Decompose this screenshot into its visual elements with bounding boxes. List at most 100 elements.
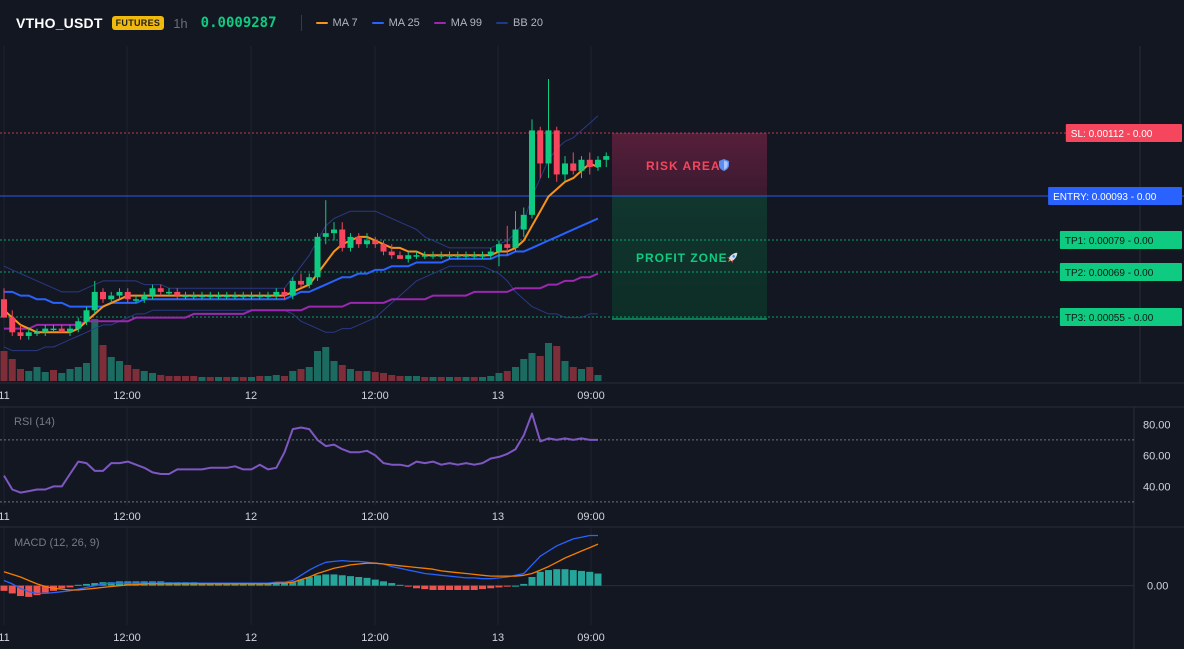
time-axis-label: 12 xyxy=(245,511,257,523)
macd-histogram-bar xyxy=(281,583,288,586)
macd-histogram-bar xyxy=(380,581,387,586)
candle-up xyxy=(273,291,280,296)
macd-histogram-bar xyxy=(347,576,354,586)
level-tag-text-entry: ENTRY: 0.00093 - 0.00 xyxy=(1053,192,1157,203)
time-axis-label: 11 xyxy=(0,511,10,523)
volume-bar xyxy=(512,367,519,381)
volume-layer xyxy=(0,319,602,381)
macd-histogram-bar xyxy=(429,585,437,590)
volume-bar xyxy=(363,371,371,381)
time-axes: 11 12:00 12 12:00 13 09:00 11 12:00 12 12:00 13 09:… xyxy=(0,390,605,644)
volume-bar xyxy=(396,376,404,381)
volume-bar xyxy=(140,371,148,381)
macd-histogram-bar xyxy=(33,585,41,596)
candle-up xyxy=(479,255,486,257)
rsi-title: RSI (14) xyxy=(14,416,55,428)
candle-up xyxy=(215,295,222,298)
volume-bar xyxy=(322,347,330,381)
time-axis-label: 12:00 xyxy=(113,390,141,402)
volume-bar xyxy=(586,367,594,381)
volume-bar xyxy=(25,371,33,381)
ma25-swatch xyxy=(371,22,384,24)
candle-down xyxy=(17,332,24,336)
macd-histogram-bar xyxy=(446,585,453,590)
volume-bar xyxy=(429,377,437,381)
volume-bar xyxy=(487,376,495,381)
candle-down xyxy=(281,291,288,296)
time-axis-label: 12:00 xyxy=(361,390,389,402)
macd-title: MACD (12, 26, 9) xyxy=(14,537,100,549)
candle-up xyxy=(25,332,32,336)
candle-up xyxy=(595,159,601,168)
level-tag-text-tp3: TP3: 0.00055 - 0.00 xyxy=(1065,313,1154,324)
legend-bb20[interactable]: BB 20 xyxy=(495,17,543,29)
candle-up xyxy=(347,236,354,248)
candle-down xyxy=(586,159,593,168)
bb20-swatch xyxy=(495,22,508,24)
candle-down xyxy=(157,288,164,292)
bb-upper-line xyxy=(3,115,599,293)
volume-bar xyxy=(561,361,569,381)
time-axis-label: 09:00 xyxy=(577,632,605,644)
macd-histogram-bar xyxy=(297,579,305,586)
time-axis-label: 12 xyxy=(245,390,257,402)
timeframe-label[interactable]: 1h xyxy=(173,15,188,31)
macd-histogram-bar xyxy=(495,585,503,588)
macd-histogram-bar xyxy=(512,585,519,587)
volume-bar xyxy=(594,375,602,381)
rsi-line xyxy=(3,412,598,494)
macd-histogram-bar xyxy=(569,570,577,586)
level-tag-entry xyxy=(1048,187,1182,205)
volume-bar xyxy=(149,373,156,381)
legend-label: BB 20 xyxy=(512,17,543,29)
macd-histogram-bar xyxy=(322,574,330,586)
macd-histogram-bar xyxy=(561,569,569,586)
macd-histogram-bar xyxy=(578,570,585,586)
legend-ma99[interactable]: MA 99 xyxy=(433,17,482,29)
symbol-name[interactable]: VTHO_USDT xyxy=(16,15,103,31)
volume-bar xyxy=(83,363,90,381)
candle-up xyxy=(430,255,436,257)
candle-up xyxy=(223,295,230,298)
volume-bar xyxy=(297,369,305,381)
volume-bar xyxy=(380,373,387,381)
price-level-tags: SL: 0.00112 - 0.00 ENTRY: 0.00093 - 0.00 T… xyxy=(1048,124,1182,326)
candle-down xyxy=(380,244,387,252)
volume-bar xyxy=(446,377,453,381)
volume-bar xyxy=(58,373,66,381)
volume-bar xyxy=(388,375,396,381)
candle-up xyxy=(240,295,247,298)
shield-icon xyxy=(719,159,729,171)
legend-ma25[interactable]: MA 25 xyxy=(371,17,420,29)
candle-up xyxy=(603,156,610,160)
candle-up xyxy=(512,229,519,248)
volume-bar xyxy=(454,377,462,381)
level-tag-sl xyxy=(1065,124,1182,142)
volume-bar xyxy=(99,345,107,381)
candle-up xyxy=(149,288,156,296)
candle-down xyxy=(298,280,304,285)
volume-bar xyxy=(338,365,346,381)
risk-area-label: RISK AREA xyxy=(646,159,721,173)
chart-header: VTHO_USDT FUTURES 1h 0.0009287 MA 7 MA 2… xyxy=(0,0,1184,46)
macd-histogram-bar xyxy=(17,585,24,597)
volume-bar xyxy=(198,377,206,381)
candles-layer xyxy=(1,79,610,340)
volume-bar xyxy=(206,377,214,381)
candle-up xyxy=(545,130,552,164)
volume-bar xyxy=(528,353,536,381)
volume-bar xyxy=(536,356,544,381)
candle-up xyxy=(578,159,585,171)
volume-bar xyxy=(173,376,181,381)
time-axis-label: 12:00 xyxy=(113,511,141,523)
macd-line xyxy=(3,534,598,595)
candle-up xyxy=(42,328,49,333)
candle-up xyxy=(83,310,90,322)
macd-signal-line xyxy=(3,543,599,591)
legend-ma7[interactable]: MA 7 xyxy=(315,17,358,29)
candle-up xyxy=(116,291,123,296)
time-axis-label: 13 xyxy=(492,511,504,523)
candle-up xyxy=(67,328,73,333)
candle-up xyxy=(34,332,40,334)
